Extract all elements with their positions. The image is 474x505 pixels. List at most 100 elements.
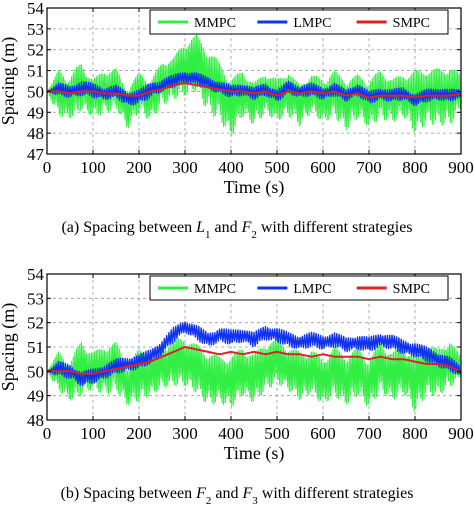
- x-tick-label: 300: [172, 158, 198, 177]
- data-point-mmpc: [391, 371, 392, 372]
- data-point-smpc: [69, 93, 70, 94]
- data-point-lmpc: [92, 376, 93, 377]
- plot-area: [47, 34, 461, 136]
- data-point-lmpc: [81, 87, 82, 88]
- data-point-smpc: [92, 373, 93, 374]
- legend-label-lmpc: LMPC: [293, 16, 331, 31]
- data-point-lmpc: [115, 91, 116, 92]
- data-point-mmpc: [196, 53, 197, 54]
- data-point-smpc: [414, 97, 415, 98]
- legend-label-mmpc: MMPC: [194, 16, 236, 31]
- data-point-mmpc: [184, 356, 185, 357]
- data-point-lmpc: [219, 87, 220, 88]
- data-point-smpc: [207, 87, 208, 88]
- x-tick-label: 0: [43, 424, 52, 443]
- data-point-lmpc: [92, 89, 93, 90]
- data-point-smpc: [219, 354, 220, 355]
- data-point-lmpc: [437, 359, 438, 360]
- data-point-mmpc: [449, 85, 450, 86]
- legend-label-smpc: SMPC: [393, 16, 430, 31]
- data-point-smpc: [403, 359, 404, 360]
- y-tick-label: 53: [27, 289, 44, 308]
- data-point-lmpc: [403, 346, 404, 347]
- data-point-mmpc: [127, 383, 128, 384]
- x-tick-label: 500: [264, 424, 290, 443]
- data-point-mmpc: [69, 99, 70, 100]
- data-point-lmpc: [322, 342, 323, 343]
- data-point-smpc: [380, 356, 381, 357]
- legend-box: [149, 275, 449, 301]
- data-point-lmpc: [265, 332, 266, 333]
- data-point-smpc: [104, 371, 105, 372]
- data-point-smpc: [299, 93, 300, 94]
- data-point-lmpc: [219, 334, 220, 335]
- x-axis-label: Time (s): [224, 177, 285, 198]
- x-axis: 0 100 200 300 400 500 600 700 800 900: [43, 274, 474, 443]
- data-point-lmpc: [334, 89, 335, 90]
- data-point-smpc: [368, 359, 369, 360]
- data-point-lmpc: [138, 361, 139, 362]
- data-point-lmpc: [127, 97, 128, 98]
- data-point-lmpc: [173, 80, 174, 81]
- data-point-smpc: [357, 93, 358, 94]
- data-point-mmpc: [127, 105, 128, 106]
- data-point-lmpc: [391, 342, 392, 343]
- data-point-smpc: [242, 354, 243, 355]
- data-point-lmpc: [173, 334, 174, 335]
- data-point-smpc: [92, 91, 93, 92]
- x-tick-label: 800: [402, 158, 428, 177]
- y-tick-label: 54: [27, 0, 45, 18]
- data-point-smpc: [81, 91, 82, 92]
- data-point-mmpc: [150, 371, 151, 372]
- data-point-smpc: [81, 373, 82, 374]
- legend: MMPC LMPC SMPC: [149, 9, 449, 35]
- data-point-smpc: [368, 97, 369, 98]
- data-point-mmpc: [138, 80, 139, 81]
- data-point-lmpc: [311, 339, 312, 340]
- data-point-lmpc: [449, 363, 450, 364]
- data-point-mmpc: [104, 361, 105, 362]
- data-point-smpc: [334, 91, 335, 92]
- data-point-mmpc: [288, 363, 289, 364]
- y-tick-label: 49: [27, 387, 44, 406]
- data-point-smpc: [242, 91, 243, 92]
- caption: (b) Spacing between F2 and F3 with diffe…: [61, 485, 414, 505]
- data-point-lmpc: [299, 342, 300, 343]
- data-point-mmpc: [230, 376, 231, 377]
- data-point-lmpc: [357, 342, 358, 343]
- data-point-smpc: [276, 95, 277, 96]
- data-point-mmpc: [299, 371, 300, 372]
- x-tick-label: 900: [448, 158, 474, 177]
- x-tick-label: 700: [356, 158, 382, 177]
- x-tick-label: 400: [218, 424, 244, 443]
- series-line-smpc: [47, 346, 461, 375]
- y-axis-label: Spacing (m): [0, 303, 19, 391]
- data-point-mmpc: [322, 376, 323, 377]
- x-tick-label: 800: [402, 424, 428, 443]
- data-point-smpc: [345, 356, 346, 357]
- x-tick-label: 0: [43, 158, 52, 177]
- data-point-mmpc: [414, 373, 415, 374]
- y-tick-label: 52: [27, 41, 44, 60]
- data-point-smpc: [253, 93, 254, 94]
- y-axis-label: Spacing (m): [0, 37, 19, 125]
- x-axis: 0 100 200 300 400 500 600 700 800 900: [43, 8, 474, 177]
- series-smpc: [47, 82, 461, 99]
- data-point-smpc: [311, 356, 312, 357]
- data-point-mmpc: [184, 62, 185, 63]
- data-point-lmpc: [69, 91, 70, 92]
- y-tick-label: 48: [27, 411, 44, 430]
- data-point-lmpc: [196, 332, 197, 333]
- data-point-lmpc: [161, 346, 162, 347]
- data-point-mmpc: [253, 373, 254, 374]
- data-point-smpc: [449, 366, 450, 367]
- data-point-mmpc: [69, 380, 70, 381]
- y-tick-label: 50: [27, 362, 44, 381]
- data-point-smpc: [357, 356, 358, 357]
- y-tick-label: 51: [27, 62, 44, 81]
- data-point-smpc: [288, 91, 289, 92]
- data-point-smpc: [230, 91, 231, 92]
- data-point-mmpc: [173, 359, 174, 360]
- plot-frame: [46, 7, 462, 155]
